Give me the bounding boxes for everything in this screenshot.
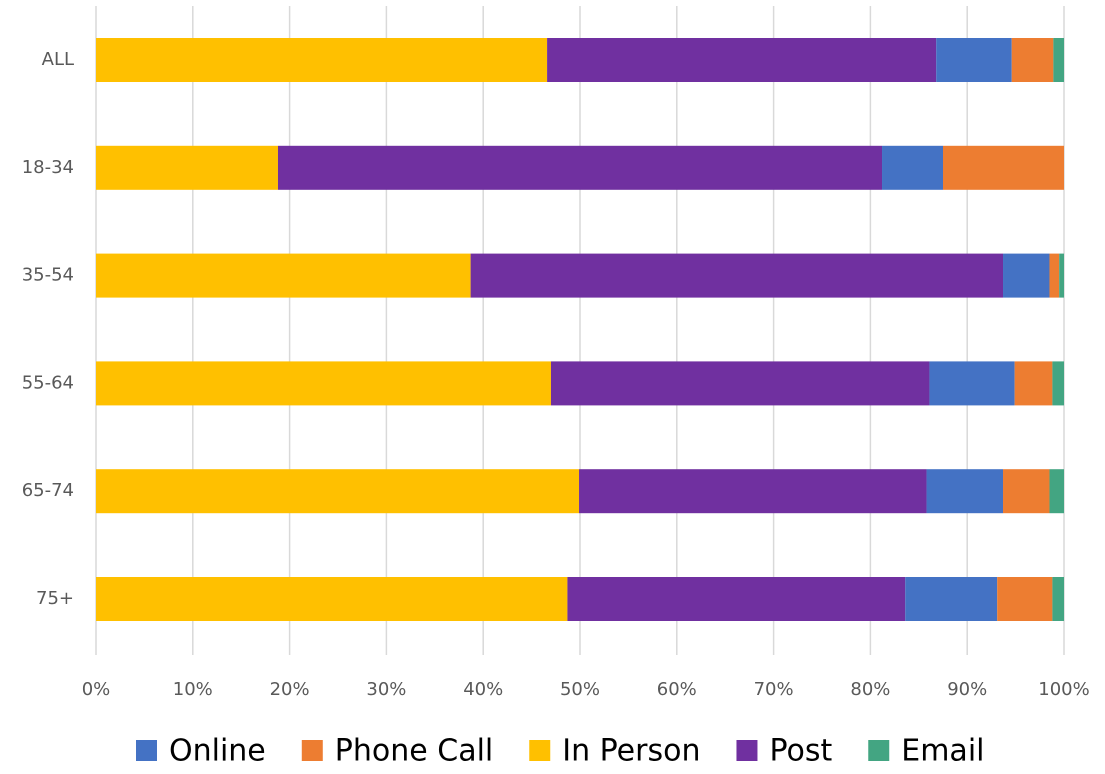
legend-label: Email (901, 734, 984, 769)
bar-segment (1003, 253, 1050, 298)
legend-swatch (868, 740, 890, 761)
y-tick-label: 75+ (36, 588, 74, 609)
bar-segment (96, 38, 548, 82)
bar-segment (579, 469, 927, 514)
y-tick-label: 65-74 (22, 480, 74, 501)
legend-label: Post (769, 734, 832, 769)
bar-segment (1049, 253, 1060, 298)
y-tick-label: 55-64 (22, 372, 74, 393)
x-tick-label: 0% (82, 679, 111, 700)
bar-segment (1052, 577, 1064, 621)
bar-segment (1003, 469, 1050, 514)
bar-segment (936, 38, 1012, 82)
x-tick-label: 70% (754, 679, 794, 700)
legend-swatch (736, 740, 758, 761)
bar-segment (1052, 361, 1064, 406)
y-tick-label: 18-34 (22, 157, 74, 178)
x-tick-label: 100% (1038, 679, 1089, 700)
legend-label: In Person (562, 734, 700, 769)
bar-segment (567, 577, 906, 621)
bar-segment (1014, 361, 1053, 406)
bar-segment (926, 469, 1004, 514)
bar-segment (277, 145, 883, 190)
bar-segment (943, 145, 1064, 190)
bar-segment (96, 469, 580, 514)
bar-segment (1053, 38, 1064, 82)
bar-segment (929, 361, 1015, 406)
y-tick-label: ALL (42, 49, 74, 70)
legend-swatch (529, 740, 551, 761)
x-tick-label: 10% (173, 679, 213, 700)
bar-segment (96, 577, 568, 621)
legend-label: Phone Call (335, 734, 493, 769)
x-tick-label: 30% (366, 679, 406, 700)
bar-segment (96, 145, 278, 190)
bar-segment (96, 253, 471, 298)
bar-segment (882, 145, 943, 190)
bar-segment (547, 38, 937, 82)
bar-segment (470, 253, 1004, 298)
x-tick-label: 90% (947, 679, 987, 700)
x-tick-label: 80% (850, 679, 890, 700)
x-tick-label: 20% (270, 679, 310, 700)
x-tick-label: 50% (560, 679, 600, 700)
bar-segment (550, 361, 930, 406)
bar-segment (997, 577, 1053, 621)
bar-segment (1049, 469, 1064, 514)
legend-swatch (301, 740, 323, 761)
x-tick-label: 60% (657, 679, 697, 700)
legend-label: Online (169, 734, 266, 769)
bar-segment (1011, 38, 1054, 82)
x-tick-label: 40% (463, 679, 503, 700)
bar-segment (905, 577, 998, 621)
bar-segment (1059, 253, 1064, 298)
bar-segment (96, 361, 551, 406)
y-tick-label: 35-54 (22, 265, 74, 286)
legend-swatch (136, 740, 157, 761)
